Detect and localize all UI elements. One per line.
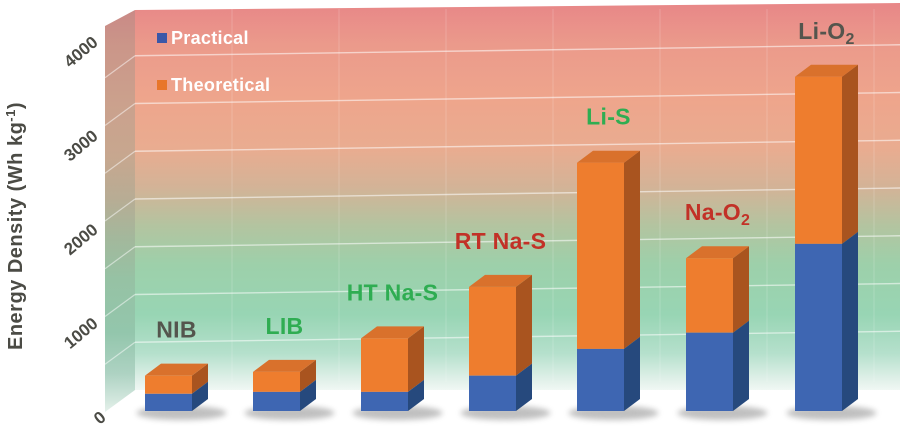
bar-top-theoretical [469, 274, 532, 287]
bar-NIB [136, 363, 227, 420]
y-axis-title: Energy Density (Wh kg-1) [3, 102, 27, 350]
bars [136, 64, 877, 420]
category-label-subscript: 2 [741, 212, 750, 229]
grid-line-left-500 [104, 341, 136, 365]
bar-side-practical [842, 231, 858, 411]
y-tick-4000: 4000 [60, 33, 101, 72]
grid-line-2500 [134, 139, 900, 152]
bar-side-practical [408, 379, 424, 411]
y-axis-title-main: Energy Density (Wh kg [5, 122, 27, 350]
y-axis-title-superscript: -1 [3, 109, 18, 122]
y-tick-3000: 3000 [60, 126, 101, 165]
bar-side-practical [733, 320, 749, 411]
bar-side-theoretical [733, 246, 749, 333]
bar-front-theoretical [145, 375, 192, 394]
category-label-Li-O2: Li-O2 [798, 18, 854, 48]
category-label-RT-Na-S: RT Na-S [455, 228, 547, 254]
category-label-Li-S: Li-S [586, 104, 631, 130]
bar-side-theoretical [624, 150, 640, 349]
bar-front-practical [469, 375, 516, 411]
bar-top-theoretical [686, 246, 749, 259]
bar-side-theoretical [408, 326, 424, 392]
legend-label-practical: Practical [171, 28, 249, 48]
bar-top-theoretical [253, 359, 316, 372]
bar-Li-O2 [786, 64, 877, 420]
bar-front-theoretical [795, 76, 842, 244]
grid-line-left-2500 [104, 150, 136, 174]
bar-front-practical [253, 391, 300, 411]
grid-line-left-1500 [104, 246, 136, 270]
bar-front-practical [145, 393, 192, 411]
bar-front-practical [795, 243, 842, 411]
floor [0, 389, 900, 432]
bar-side-practical [624, 336, 640, 411]
bar-front-theoretical [577, 162, 624, 349]
grid-line-1500 [134, 235, 900, 248]
bar-front-practical [577, 348, 624, 411]
bar-top-theoretical [361, 326, 424, 339]
category-label-text: Na-O [685, 199, 741, 225]
grid-line-3000 [134, 91, 900, 105]
bar-front-practical [361, 391, 408, 411]
bar-side-practical [300, 379, 316, 411]
grid-line-left-1000 [104, 294, 136, 317]
grid-line-left-3500 [104, 55, 136, 79]
bar-LIB [244, 359, 335, 420]
y-axis-title-suffix: ) [5, 102, 27, 109]
category-label-text: RT Na-S [455, 228, 547, 254]
bar-front-theoretical [361, 338, 408, 392]
legend: Practical Theoretical [157, 28, 270, 95]
category-label-subscript: 2 [846, 31, 855, 48]
grid-line-2000 [134, 187, 900, 200]
bar-front-theoretical [469, 286, 516, 376]
bar-RT-Na-S [460, 274, 551, 420]
grid-line-3500 [134, 44, 900, 57]
bar-front-theoretical [253, 371, 300, 392]
category-label-text: NIB [156, 317, 197, 343]
category-label-HT-Na-S: HT Na-S [347, 279, 439, 305]
y-tick-2000: 2000 [60, 220, 101, 259]
bar-top-theoretical [577, 150, 640, 163]
left-wall [105, 10, 135, 412]
bar-Na-O2 [677, 246, 768, 420]
category-label-text: HT Na-S [347, 279, 439, 305]
bar-front-theoretical [686, 258, 733, 333]
grid-line-left-2000 [104, 198, 136, 222]
legend-label-theoretical: Theoretical [171, 75, 270, 95]
bar-side-theoretical [300, 359, 316, 392]
legend-swatch-practical [157, 33, 167, 43]
category-label-Na-O2: Na-O2 [685, 199, 750, 229]
bar-side-practical [516, 363, 532, 411]
legend-swatch-theoretical [157, 80, 167, 90]
bar-Li-S [568, 150, 659, 420]
bar-HT-Na-S [352, 326, 443, 420]
category-label-LIB: LIB [266, 313, 304, 339]
bar-top-theoretical [145, 363, 208, 376]
bar-top-theoretical [795, 64, 858, 77]
bar-front-practical [686, 332, 733, 411]
grid-line-left-3000 [104, 103, 136, 126]
category-label-NIB: NIB [156, 317, 197, 343]
category-label-text: Li-S [586, 104, 631, 130]
category-label-text: LIB [266, 313, 304, 339]
bar-side-theoretical [192, 363, 208, 394]
bar-side-theoretical [516, 274, 532, 376]
category-label-text: Li-O [798, 18, 845, 44]
y-tick-1000: 1000 [60, 314, 101, 353]
bar-side-theoretical [842, 64, 858, 244]
bar-side-practical [192, 381, 208, 411]
